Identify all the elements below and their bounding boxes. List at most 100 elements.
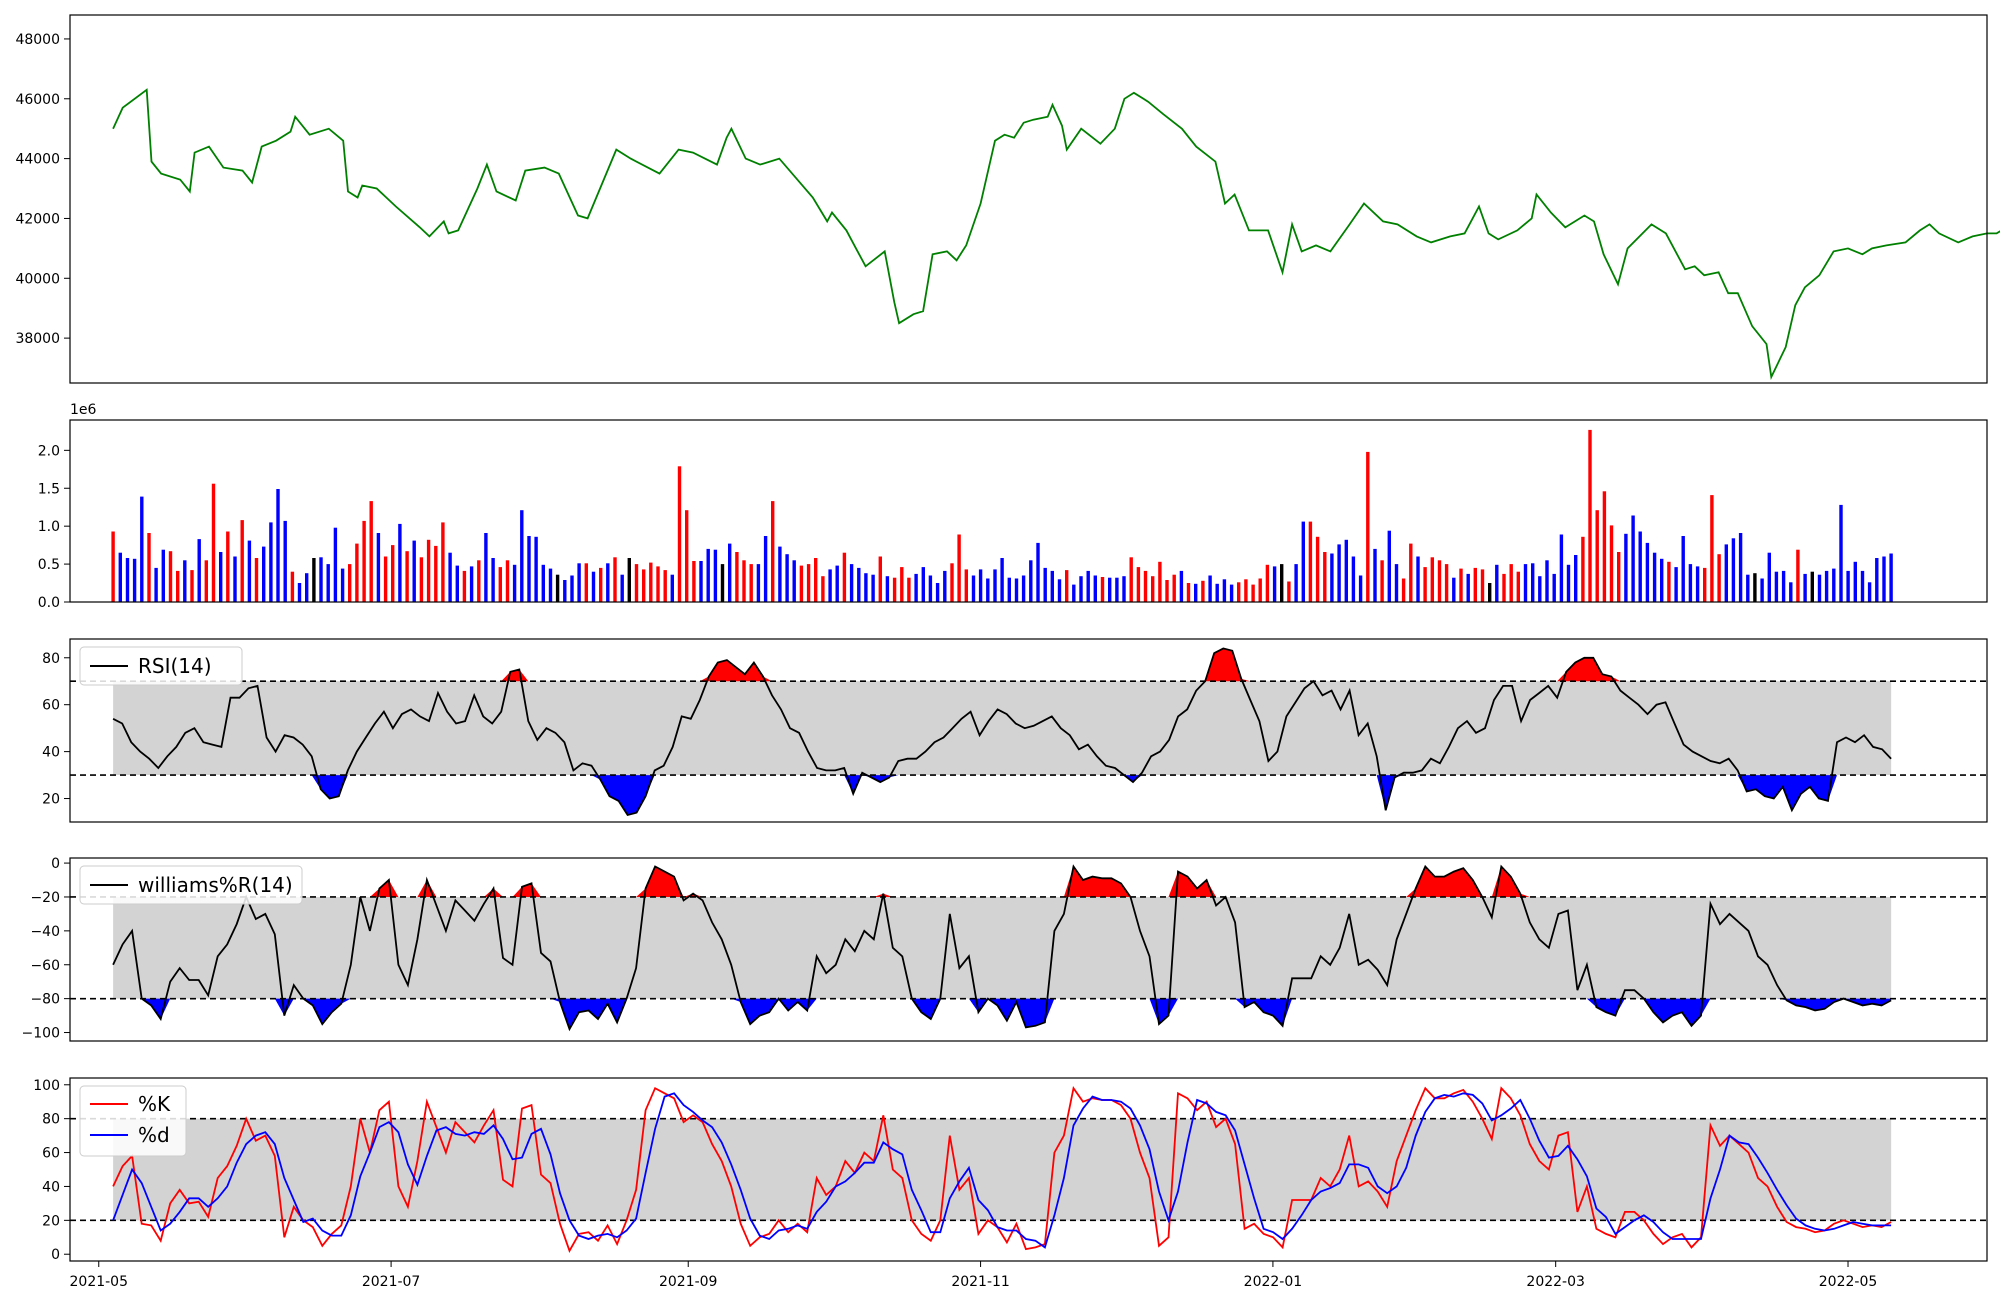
volume-bar [111,531,115,602]
x-tick-label: 2022-03 [1526,1274,1585,1290]
volume-bar [1810,571,1814,602]
volume-bar [1272,566,1277,602]
volume-bar [1609,525,1614,602]
x-tick-label: 2021-09 [659,1274,718,1290]
volume-bar [1373,548,1377,602]
volume-bar [1237,582,1241,602]
volume-bar [1681,536,1685,602]
y-tick-label: 2.0 [38,443,60,459]
volume-bar [1000,558,1004,602]
plot-root: 38000 40000 42000 44000 46000 48000 0.0 0.5 1.0 1… [15,14,2000,1290]
volume-bar [713,549,718,602]
y-tick-label: 0 [51,1247,60,1263]
volume-bar [1860,570,1865,602]
volume-bar [584,563,588,602]
volume-bar [541,564,545,602]
k-line [112,1085,1892,1253]
volume-bar [591,571,596,602]
y-tick-label: −60 [30,958,60,974]
volume-bar [276,489,280,602]
volume-bar [1796,549,1800,602]
volume-bar [1552,573,1556,602]
y-tick-label: −80 [30,992,60,1008]
volume-bar [448,552,452,602]
volume-bar [663,570,667,602]
volume-bar [821,576,825,602]
volume-bar [1753,573,1757,602]
volume-bar [462,570,467,602]
y-tick-label: 20 [42,1213,60,1229]
volume-bar [971,575,976,602]
volume-bar [864,573,868,602]
volume-bar [613,557,617,602]
volume-bar [1617,552,1621,602]
panel-3-axes: 0 −20 −40 −60 −80 −100 [22,856,70,1042]
volume-bar [240,520,244,602]
volume-bar [1545,560,1549,602]
volume-bar [792,560,796,602]
volume-bar [649,562,653,602]
volume-bar [620,574,624,602]
legend-label: williams%R(14) [138,873,293,897]
y-tick-label: 0 [51,856,60,872]
volume-bar [1581,536,1585,602]
y-tick-label: 80 [42,1112,60,1128]
y-tick-label: 42000 [15,211,60,227]
y-tick-label: 60 [42,1146,60,1162]
y-tick-label: 100 [33,1078,60,1094]
volume-bar [685,510,689,602]
volume-bar [1108,577,1112,602]
volume-bar [1344,539,1348,602]
volume-bar [1444,564,1449,602]
volume-bar [849,564,854,602]
volume-bar [1143,570,1148,602]
volume-bar [190,570,194,602]
y-tick-label: 60 [42,698,60,714]
panel-1-frame [69,419,1988,603]
y-tick-label: 20 [42,792,60,808]
volume-bar [1724,544,1728,602]
volume-bar [1731,538,1736,602]
volume-bar [1867,582,1872,602]
volume-bar [599,567,603,602]
volume-bar [1401,578,1406,602]
volume-bar [1265,564,1270,602]
volume-bar [1538,576,1542,602]
volume-bar [305,573,309,602]
volume-bar [233,556,237,602]
volume-bar [312,558,316,602]
y-tick-label: 38000 [15,331,60,347]
volume-bar [885,576,890,602]
volume-bar [1667,561,1671,602]
volume-bar [161,549,165,602]
volume-bar [1229,584,1234,602]
volume-bar [1201,580,1205,602]
y-tick-label: 1.5 [38,481,60,497]
legend-box [79,646,243,686]
panel-0-frame [69,14,1988,384]
volume-bar [1315,536,1320,602]
volume-bar [1308,521,1313,602]
volume-bar [118,552,122,602]
volume-bar [555,574,560,602]
volume-bar [857,567,861,602]
y-tick-label: 46000 [15,92,60,108]
volume-bar [928,575,933,602]
volume-bar [1050,570,1054,602]
y-tick-label: −40 [30,924,60,940]
volume-bar [405,551,409,602]
volume-bar [1086,570,1090,602]
volume-bar [125,558,130,602]
volume-bar [1430,557,1434,602]
volume-bar [892,577,897,602]
volume-bar [1710,495,1714,602]
volume-bar [1674,567,1678,602]
volume-bar [1179,570,1184,602]
volume-bar [1380,560,1384,602]
volume-bar [577,563,581,602]
volume-offset-label: 1e6 [70,402,97,418]
volume-bar [247,540,252,602]
volume-bar [978,569,983,602]
volume-bar [1516,571,1520,602]
